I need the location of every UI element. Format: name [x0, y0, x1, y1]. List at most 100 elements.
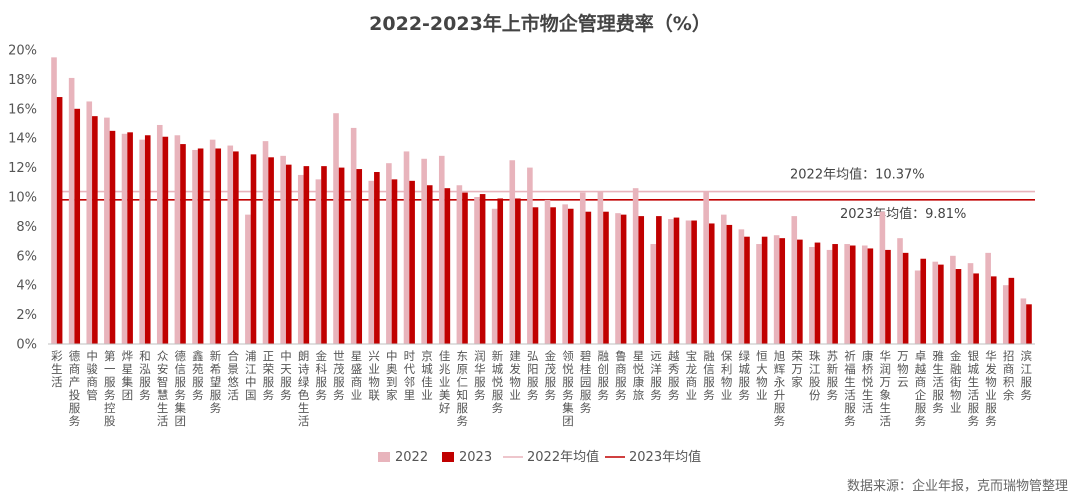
bar-2022	[932, 261, 939, 344]
y-tick-label: 20%	[8, 44, 37, 59]
x-tick-label: 领悦服务集团	[562, 349, 574, 428]
bar-2023	[497, 198, 504, 344]
bar-2022	[579, 192, 586, 344]
x-tick-label: 融创服务	[597, 349, 609, 402]
bar-2023	[1026, 304, 1032, 344]
bar-2023	[638, 216, 645, 344]
bar-2022	[68, 77, 75, 345]
x-tick-label: 东原仁知服务	[456, 349, 468, 428]
y-tick-label: 14%	[8, 132, 37, 147]
bar-2022	[1002, 285, 1009, 344]
bar-2023	[938, 264, 944, 344]
bar-2023	[109, 130, 116, 344]
x-tick-label: 新城悦服务	[492, 349, 504, 415]
x-tick-label: 旭辉永升服务	[774, 349, 786, 428]
bar-2022	[350, 127, 357, 344]
bar-2022	[738, 229, 745, 344]
bar-2023	[92, 116, 98, 345]
bar-2023	[656, 216, 662, 344]
y-tick-label: 4%	[16, 279, 37, 294]
bar-2022	[1020, 298, 1027, 344]
bar-2023	[356, 169, 363, 344]
bar-2022	[703, 191, 709, 344]
bar-2023	[814, 242, 821, 344]
bar-2022	[209, 139, 216, 344]
bar-2023	[691, 220, 697, 344]
bar-2023	[462, 192, 468, 344]
legend: 2022 2023 2022年均值 2023年均值	[378, 449, 701, 465]
x-tick-label: 远洋服务	[650, 349, 662, 402]
bar-2022	[421, 158, 427, 344]
bar-2022	[474, 197, 480, 344]
y-tick-label: 18%	[8, 73, 37, 88]
legend-label: 2022年均值	[527, 449, 599, 465]
bar-2022	[844, 244, 850, 344]
bar-2023	[1008, 277, 1015, 344]
bar-2023	[426, 185, 433, 344]
bar-2023	[955, 269, 962, 344]
bar-2023	[409, 180, 415, 344]
x-tick-label: 保利物业	[721, 349, 733, 402]
bar-2023	[391, 179, 398, 344]
bar-2023	[885, 249, 891, 344]
bar-2022	[914, 270, 921, 344]
bar-2023	[990, 276, 997, 344]
x-tick-label: 时代邻里	[404, 349, 416, 402]
average-label: 2022年均值：10.37%	[790, 167, 925, 183]
bar-2023	[761, 236, 768, 344]
x-tick-label: 金科服务	[315, 349, 327, 402]
x-tick-label: 兴业物联	[368, 349, 380, 402]
bar-2023	[144, 135, 151, 344]
bar-2022	[668, 219, 674, 344]
x-tick-label: 佳兆业美好	[439, 349, 451, 415]
y-axis: 0% 2% 4% 6% 8% 10% 12% 14% 16% 18% 20%	[8, 44, 37, 353]
legend-label: 2022	[395, 450, 428, 465]
bar-2023	[973, 273, 979, 344]
x-tick-label: 建发物业	[509, 349, 521, 402]
x-tick-label: 苏新服务	[827, 349, 839, 402]
x-tick-label: 德信服务集团	[174, 349, 186, 428]
bar-2023	[779, 238, 786, 344]
bar-2022	[632, 188, 639, 344]
x-tick-label: 德商产投服务	[69, 349, 81, 428]
x-tick-label: 新希望服务	[210, 349, 222, 415]
x-tick-label: 众安智慧生活	[157, 349, 169, 428]
bar-2023	[902, 252, 909, 344]
bar-2023	[233, 151, 239, 344]
bar-2023	[74, 108, 81, 344]
bar-2022	[333, 113, 339, 345]
x-tick-label: 世茂服务	[333, 349, 345, 402]
bar-2023	[603, 211, 609, 344]
x-tick-label: 浦江中国	[245, 349, 257, 402]
bar-2023	[374, 172, 380, 344]
legend-swatch	[442, 452, 454, 462]
average-lines: 2022年均值：10.37% 2023年均值：9.81%	[60, 167, 1035, 222]
x-tick-label: 恒大物业	[756, 349, 768, 402]
x-tick-label: 第一服务控股	[104, 349, 116, 428]
bar-2023	[867, 248, 874, 344]
bar-2023	[285, 164, 292, 344]
x-tick-label: 银城生活服务	[968, 349, 980, 428]
bar-2022	[368, 180, 375, 344]
bar-2022	[280, 155, 286, 344]
x-tick-label: 雅生活服务	[932, 349, 944, 415]
bar-2023	[197, 148, 204, 344]
bar-2023	[180, 144, 186, 344]
x-tick-label: 招商积余	[1003, 349, 1015, 402]
bar-2022	[104, 117, 110, 345]
x-tick-label: 金融街物业	[950, 349, 962, 415]
source-note: 数据来源：企业年报，克而瑞物管整理	[847, 478, 1068, 494]
bar-2023	[708, 223, 715, 344]
bar-2022	[985, 252, 991, 344]
bar-2022	[438, 155, 445, 344]
bar-2023	[532, 207, 539, 344]
bar-2022	[597, 191, 604, 344]
bar-2022	[139, 139, 145, 344]
bar-2023	[567, 208, 574, 344]
x-tick-label: 珠江股份	[809, 349, 821, 402]
bars-group	[51, 57, 1032, 345]
bar-2022	[297, 174, 304, 344]
y-tick-label: 16%	[8, 102, 37, 117]
bar-2022	[192, 149, 198, 344]
